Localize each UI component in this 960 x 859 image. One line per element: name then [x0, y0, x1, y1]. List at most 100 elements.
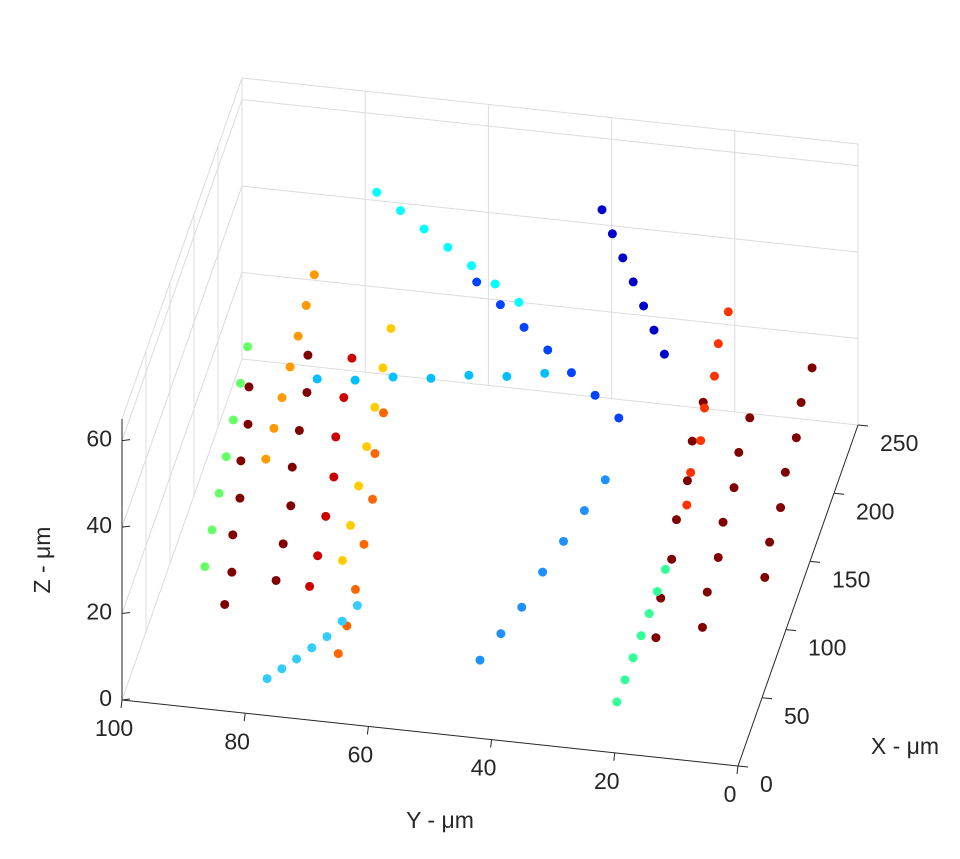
- y-tick-label: 80: [224, 728, 250, 754]
- point: [687, 436, 697, 446]
- point: [277, 393, 287, 403]
- point: [651, 633, 661, 643]
- point: [760, 572, 770, 582]
- y-axis-line: [121, 699, 739, 767]
- point: [200, 562, 210, 572]
- point: [472, 277, 482, 287]
- point: [656, 593, 666, 603]
- point: [538, 567, 548, 577]
- point: [278, 539, 288, 549]
- point: [713, 339, 723, 349]
- z-tick-label: 20: [86, 599, 112, 625]
- y-tick-label: 0: [724, 781, 737, 807]
- grid-line: [121, 185, 243, 528]
- point: [702, 587, 712, 597]
- y-tick-label: 40: [471, 755, 497, 781]
- point: [228, 530, 238, 540]
- point: [628, 277, 638, 287]
- point: [362, 442, 372, 452]
- point: [682, 476, 692, 486]
- point: [305, 581, 315, 591]
- point: [307, 643, 317, 653]
- grid-line: [241, 185, 859, 253]
- point: [329, 472, 339, 482]
- x-tick-label: 250: [880, 430, 918, 456]
- point: [514, 297, 524, 307]
- box-edge: [241, 77, 859, 145]
- point: [243, 342, 253, 352]
- x-tick-label: 100: [808, 635, 846, 661]
- point: [612, 697, 622, 707]
- y-axis-label: Y - μm: [406, 807, 474, 833]
- point: [464, 370, 474, 380]
- point: [734, 447, 744, 457]
- point: [495, 300, 505, 310]
- point: [559, 536, 569, 546]
- point: [791, 433, 801, 443]
- z-axis-label: Z - μm: [29, 527, 55, 594]
- point: [776, 503, 786, 513]
- point: [519, 322, 529, 332]
- point: [286, 501, 296, 511]
- point: [620, 675, 630, 685]
- point: [339, 393, 349, 403]
- x-tick: [809, 560, 821, 563]
- grid-line: [241, 99, 859, 167]
- x-tick: [833, 492, 845, 495]
- point: [379, 408, 389, 418]
- z-tick-label: 0: [99, 685, 112, 711]
- point: [597, 205, 607, 215]
- point: [347, 353, 357, 363]
- point: [370, 402, 380, 412]
- point: [322, 632, 332, 642]
- point: [543, 345, 553, 355]
- y-tick: [490, 739, 493, 748]
- point: [419, 224, 429, 234]
- point: [667, 554, 677, 564]
- x-tick-label: 150: [832, 566, 870, 592]
- point: [671, 515, 681, 525]
- point: [395, 206, 405, 216]
- z-tick-label: 60: [86, 426, 112, 452]
- point: [426, 373, 436, 383]
- point: [699, 403, 709, 413]
- point: [271, 575, 281, 585]
- point: [540, 368, 550, 378]
- x-tick-label: 50: [784, 703, 810, 729]
- grid-line: [121, 272, 243, 614]
- point: [354, 481, 364, 491]
- point: [235, 493, 245, 503]
- point: [628, 653, 638, 663]
- grid-line: [121, 99, 243, 441]
- point: [287, 462, 297, 472]
- x-tick: [737, 765, 749, 768]
- point: [696, 436, 706, 446]
- x-tick: [761, 697, 773, 700]
- point: [729, 483, 739, 493]
- point: [294, 425, 304, 435]
- point: [496, 629, 506, 639]
- point: [262, 674, 272, 684]
- point: [337, 616, 347, 626]
- point: [660, 564, 670, 574]
- point: [682, 500, 692, 510]
- z-tick-label: 40: [86, 512, 112, 538]
- point: [467, 261, 477, 271]
- point: [359, 539, 369, 549]
- point: [614, 413, 624, 423]
- z-tick: [121, 698, 131, 701]
- point: [636, 631, 646, 641]
- x-tick: [857, 424, 869, 427]
- point: [350, 584, 360, 594]
- point: [502, 371, 512, 381]
- point: [370, 449, 380, 459]
- point: [220, 599, 230, 609]
- y-tick: [366, 726, 369, 735]
- point: [269, 423, 279, 433]
- point: [285, 362, 295, 372]
- point: [386, 324, 396, 334]
- point: [652, 586, 662, 596]
- point: [293, 331, 303, 341]
- point: [221, 452, 231, 462]
